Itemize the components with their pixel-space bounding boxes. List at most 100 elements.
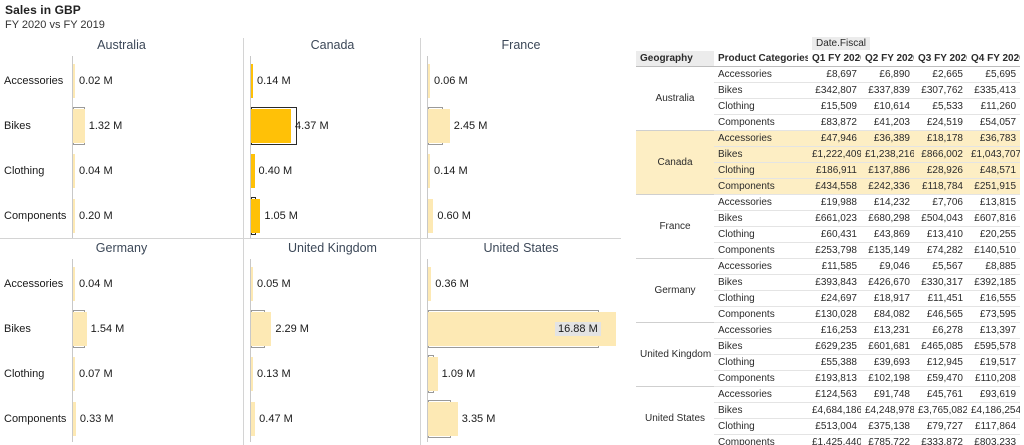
chart-category-row[interactable]: 0.47 M — [244, 396, 421, 441]
table-row[interactable]: Clothing £24,697 £18,917 £11,451 £16,555 — [636, 290, 1021, 307]
chart-category-row[interactable]: Accessories 0.02 M — [0, 58, 243, 103]
table-row[interactable]: Clothing £15,509 £10,614 £5,533 £11,260 — [636, 98, 1021, 115]
product-category-cell[interactable]: Accessories — [714, 322, 808, 339]
value-bar[interactable] — [73, 356, 75, 391]
geography-group-cell[interactable]: Canada — [636, 130, 714, 195]
product-category-cell[interactable]: Bikes — [714, 274, 808, 291]
value-bar[interactable] — [73, 401, 76, 436]
table-row[interactable]: Bikes £4,684,186 £4,248,978 £3,765,082 £4,18… — [636, 402, 1021, 419]
value-bar[interactable] — [251, 356, 253, 391]
value-bar[interactable] — [73, 198, 75, 233]
table-row[interactable]: Australia Accessories £8,697 £6,890 £2,665 £5… — [636, 66, 1021, 131]
table-row[interactable]: Components £434,558 £242,336 £118,784 £251,9… — [636, 178, 1021, 195]
header-quarter[interactable]: Q2 FY 2020 — [861, 51, 914, 67]
geography-group-cell[interactable]: Germany — [636, 258, 714, 323]
product-category-cell[interactable]: Components — [714, 434, 808, 445]
product-category-cell[interactable]: Clothing — [714, 226, 808, 243]
product-category-cell[interactable]: Bikes — [714, 338, 808, 355]
product-category-cell[interactable]: Accessories — [714, 258, 808, 275]
chart-category-row[interactable]: 0.13 M — [244, 351, 421, 396]
product-category-cell[interactable]: Components — [714, 306, 808, 323]
chart-category-row[interactable]: 16.88 M — [421, 306, 621, 351]
chart-category-row[interactable]: Bikes 1.32 M — [0, 103, 243, 148]
value-bar[interactable] — [251, 266, 253, 301]
product-category-cell[interactable]: Components — [714, 114, 808, 131]
chart-category-row[interactable]: 2.45 M — [421, 103, 621, 148]
geography-group-cell[interactable]: United Kingdom — [636, 322, 714, 387]
chart-category-row[interactable]: Clothing 0.07 M — [0, 351, 243, 396]
table-row[interactable]: Bikes £629,235 £601,681 £465,085 £595,578 — [636, 338, 1021, 355]
chart-category-row[interactable]: 0.60 M — [421, 193, 621, 238]
table-row[interactable]: Clothing £186,911 £137,886 £28,926 £48,571 — [636, 162, 1021, 179]
chart-category-row[interactable]: 1.09 M — [421, 351, 621, 396]
header-geography[interactable]: Geography — [636, 51, 714, 67]
table-row[interactable]: Bikes £661,023 £680,298 £504,043 £607,816 — [636, 210, 1021, 227]
chart-panel-canada[interactable]: Canada 0.14 M 4.37 M 0.40 M 1.05 M — [244, 38, 421, 241]
product-category-cell[interactable]: Accessories — [714, 386, 808, 403]
value-bar[interactable] — [428, 266, 432, 301]
chart-category-row[interactable]: 0.05 M — [244, 261, 421, 306]
chart-category-row[interactable]: 0.40 M — [244, 148, 421, 193]
value-bar[interactable] — [73, 311, 87, 346]
product-category-cell[interactable]: Clothing — [714, 98, 808, 115]
value-bar[interactable] — [251, 311, 272, 346]
chart-panel-germany[interactable]: Germany Accessories 0.04 M Bikes 1.54 M Cloth… — [0, 241, 243, 444]
table-row[interactable]: Clothing £60,431 £43,869 £13,410 £20,255 — [636, 226, 1021, 243]
small-multiples-visual[interactable]: Australia Accessories 0.02 M Bikes 1.32 M Clo… — [0, 38, 621, 445]
chart-panel-united-states[interactable]: United States 0.36 M 16.88 M 1.09 M 3.35 M — [421, 241, 621, 444]
value-bar[interactable] — [251, 401, 256, 436]
product-category-cell[interactable]: Clothing — [714, 418, 808, 435]
value-bar[interactable] — [251, 63, 253, 98]
table-row[interactable]: Canada Accessories £47,946 £36,389 £18,178 £3… — [636, 130, 1021, 195]
product-category-cell[interactable]: Bikes — [714, 82, 808, 99]
value-bar[interactable] — [428, 198, 434, 233]
chart-category-row[interactable]: 0.14 M — [421, 148, 621, 193]
table-row[interactable]: Clothing £513,004 £375,138 £79,727 £117,864 — [636, 418, 1021, 435]
table-row[interactable]: France Accessories £19,988 £14,232 £7,706 £13… — [636, 194, 1021, 259]
value-bar[interactable] — [428, 108, 450, 143]
product-category-cell[interactable]: Components — [714, 178, 808, 195]
chart-category-row[interactable]: 4.37 M — [244, 103, 421, 148]
value-bar[interactable] — [428, 153, 430, 188]
value-bar[interactable] — [73, 63, 75, 98]
table-row[interactable]: Components £1,425,440 £785,722 £333,872 £803… — [636, 434, 1021, 445]
geography-group-cell[interactable]: Australia — [636, 66, 714, 131]
chart-category-row[interactable]: 1.05 M — [244, 193, 421, 238]
value-bar[interactable] — [73, 108, 85, 143]
product-category-cell[interactable]: Clothing — [714, 162, 808, 179]
table-row[interactable]: United Kingdom Accessories £16,253 £13,231 £… — [636, 322, 1021, 387]
value-bar[interactable] — [428, 356, 438, 391]
value-bar[interactable] — [428, 63, 430, 98]
product-category-cell[interactable]: Bikes — [714, 402, 808, 419]
chart-panel-france[interactable]: France 0.06 M 2.45 M 0.14 M 0.60 M — [421, 38, 621, 241]
value-bar[interactable] — [251, 153, 255, 188]
chart-category-row[interactable]: 2.29 M — [244, 306, 421, 351]
chart-category-row[interactable]: 0.14 M — [244, 58, 421, 103]
value-bar[interactable] — [73, 266, 75, 301]
value-bar[interactable] — [251, 108, 291, 143]
value-bar[interactable] — [251, 198, 261, 233]
value-bar[interactable] — [73, 153, 75, 188]
chart-category-row[interactable]: Clothing 0.04 M — [0, 148, 243, 193]
header-quarter[interactable]: Q1 FY 2020 — [808, 51, 861, 67]
product-category-cell[interactable]: Components — [714, 370, 808, 387]
product-category-cell[interactable]: Accessories — [714, 66, 808, 83]
table-row[interactable]: Clothing £55,388 £39,693 £12,945 £19,517 — [636, 354, 1021, 371]
chart-panel-australia[interactable]: Australia Accessories 0.02 M Bikes 1.32 M Clo… — [0, 38, 243, 241]
table-row[interactable]: Bikes £342,807 £337,839 £307,762 £335,413 — [636, 82, 1021, 99]
product-category-cell[interactable]: Accessories — [714, 130, 808, 147]
product-category-cell[interactable]: Clothing — [714, 290, 808, 307]
product-category-cell[interactable]: Components — [714, 242, 808, 259]
chart-category-row[interactable]: 0.06 M — [421, 58, 621, 103]
chart-category-row[interactable]: 3.35 M — [421, 396, 621, 441]
table-row[interactable]: Bikes £1,222,409 £1,238,216 £866,002 £1,043,… — [636, 146, 1021, 163]
chart-panel-united-kingdom[interactable]: United Kingdom 0.05 M 2.29 M 0.13 M 0.47 M — [244, 241, 421, 444]
table-row[interactable]: United States Accessories £124,563 £91,748 £… — [636, 386, 1021, 445]
chart-category-row[interactable]: Components 0.20 M — [0, 193, 243, 238]
table-row[interactable]: Components £83,872 £41,203 £24,519 £54,057 — [636, 114, 1021, 131]
table-row[interactable]: Germany Accessories £11,585 £9,046 £5,567 £8,… — [636, 258, 1021, 323]
chart-category-row[interactable]: Accessories 0.04 M — [0, 261, 243, 306]
chart-category-row[interactable]: Components 0.33 M — [0, 396, 243, 441]
product-category-cell[interactable]: Bikes — [714, 210, 808, 227]
product-category-cell[interactable]: Bikes — [714, 146, 808, 163]
